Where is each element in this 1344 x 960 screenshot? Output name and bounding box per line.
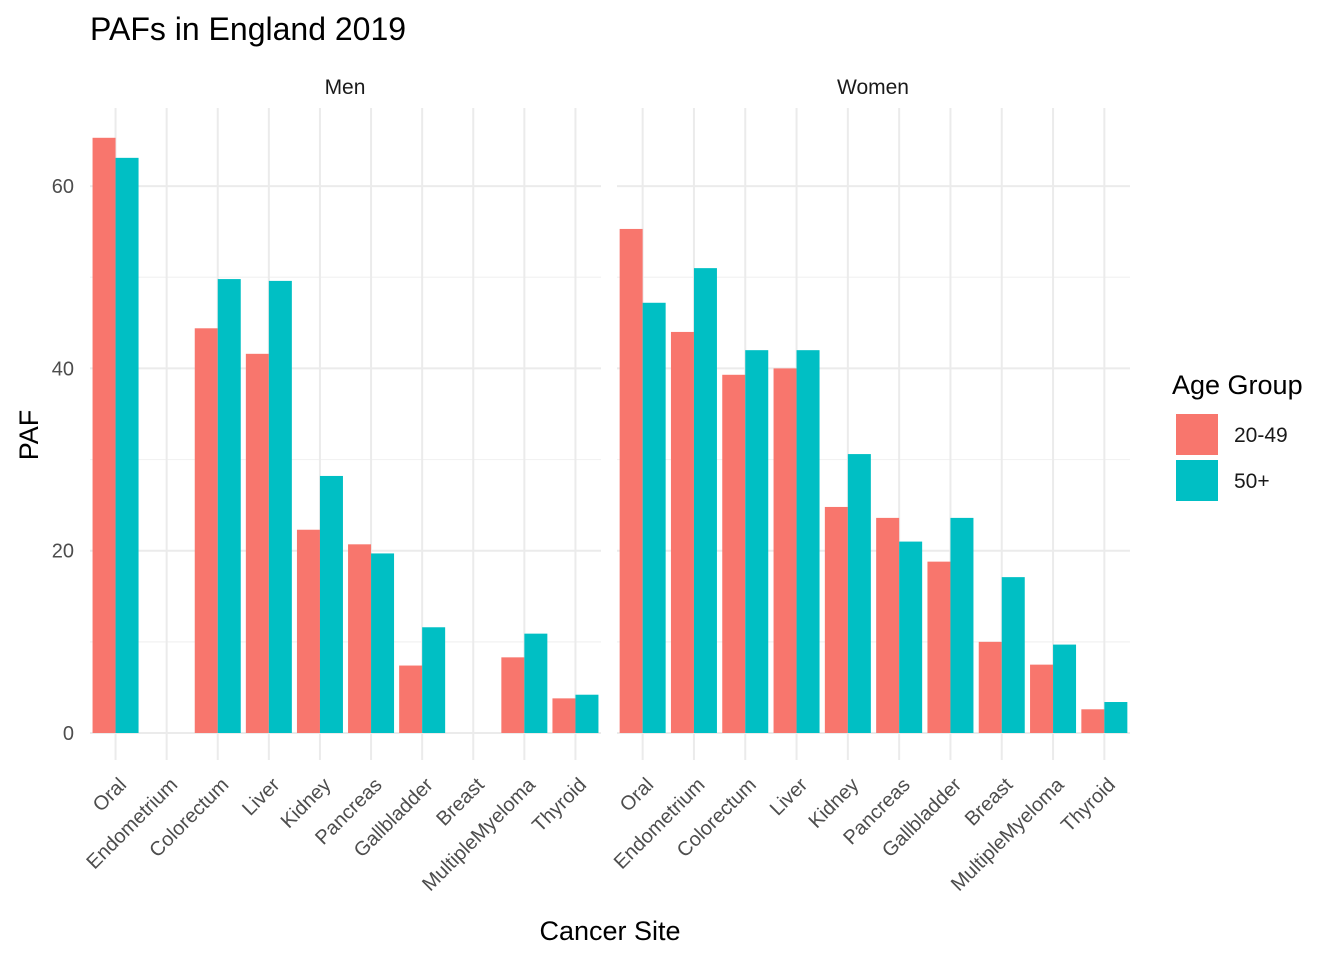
bar-women-multiplemyeloma-50 [1053, 644, 1077, 733]
facet-label-men: Men [325, 76, 366, 99]
bar-men-gallbladder-20-49 [399, 665, 423, 733]
bar-women-kidney-20-49 [824, 506, 848, 733]
bar-men-liver-50 [268, 280, 292, 733]
bar-women-gallbladder-50 [950, 517, 974, 733]
bar-women-colorectum-50 [745, 350, 769, 733]
bar-men-kidney-50 [319, 475, 343, 733]
legend-key-20-49 [1176, 414, 1218, 455]
bar-women-pancreas-20-49 [876, 517, 900, 733]
legend-title: Age Group [1172, 370, 1303, 400]
bar-men-multiplemyeloma-20-49 [501, 657, 525, 733]
bar-men-liver-20-49 [245, 353, 269, 733]
y-tick-label: 60 [52, 176, 74, 198]
bar-men-oral-20-49 [92, 137, 116, 733]
x-axis-title: Cancer Site [539, 916, 680, 946]
bar-women-breast-20-49 [978, 641, 1002, 733]
bar-men-thyroid-50 [575, 694, 599, 733]
bar-men-colorectum-20-49 [194, 328, 218, 733]
bar-women-multiplemyeloma-20-49 [1030, 664, 1054, 733]
bar-men-pancreas-20-49 [348, 544, 372, 733]
bar-men-kidney-20-49 [296, 529, 320, 733]
y-tick-label: 20 [52, 541, 74, 563]
bar-women-endometrium-50 [693, 268, 717, 733]
y-tick-label: 40 [52, 358, 74, 380]
bar-women-thyroid-20-49 [1081, 709, 1105, 733]
bar-men-gallbladder-50 [422, 627, 446, 733]
bar-women-kidney-50 [847, 454, 871, 733]
bar-women-colorectum-20-49 [722, 374, 746, 733]
y-axis-title: PAF [14, 410, 44, 461]
x-tick-label-oral: Oral [89, 774, 131, 816]
x-tick-label-thyroid: Thyroid [1057, 774, 1120, 837]
x-tick-label-oral: Oral [616, 774, 658, 816]
legend-label-20-49: 20-49 [1234, 424, 1288, 447]
bar-women-oral-50 [642, 302, 666, 733]
bar-women-endometrium-20-49 [670, 331, 694, 733]
bar-women-breast-50 [1001, 577, 1025, 733]
legend-label-50: 50+ [1234, 470, 1270, 493]
x-tick-label-thyroid: Thyroid [528, 774, 591, 837]
bar-women-thyroid-50 [1104, 702, 1128, 733]
chart-title: PAFs in England 2019 [90, 11, 406, 47]
bar-women-pancreas-50 [899, 541, 923, 733]
legend: Age Group 20-49 50+ [1172, 370, 1303, 501]
legend-key-50 [1176, 460, 1218, 501]
bar-men-pancreas-50 [371, 553, 395, 733]
y-axis: 0 20 40 60 [52, 176, 74, 745]
bar-men-colorectum-50 [217, 279, 241, 733]
bar-women-liver-50 [796, 350, 820, 733]
bar-women-oral-20-49 [619, 228, 643, 734]
bar-men-oral-50 [115, 157, 139, 733]
bar-men-thyroid-20-49 [552, 698, 576, 733]
y-tick-label: 0 [63, 723, 74, 745]
facet-label-women: Women [837, 76, 909, 99]
x-tick-label-liver: Liver [238, 774, 284, 820]
bar-men-multiplemyeloma-50 [524, 633, 548, 733]
x-tick-label-liver: Liver [766, 774, 812, 820]
bar-women-liver-20-49 [773, 368, 797, 733]
bar-women-gallbladder-20-49 [927, 561, 951, 733]
